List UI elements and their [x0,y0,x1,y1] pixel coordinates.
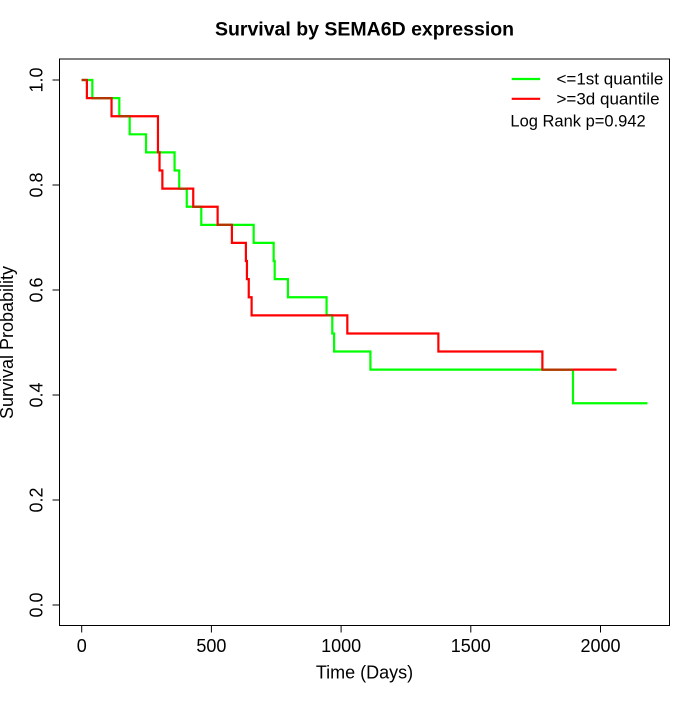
x-tick-label-0: 0 [77,636,87,656]
y-tick-label-1.0: 1.0 [27,67,47,92]
km-curve-first-quantile [81,78,648,405]
y-axis-label: Survival Probability [0,266,17,419]
logrank-annotation: Log Rank p=0.942 [510,113,645,131]
y-tick-label-0.2: 0.2 [27,487,47,512]
legend-label-first-quantile: <=1st quantile [557,70,664,89]
x-tick-label-1500: 1500 [451,636,491,656]
chart-title: Survival by SEMA6D expression [215,19,514,41]
y-tick-label-0.0: 0.0 [27,592,47,617]
x-tick-label-2000: 2000 [580,636,620,656]
legend-label-third-quantile: >=3d quantile [557,89,660,108]
y-tick-label-0.8: 0.8 [27,172,47,197]
plot-box [59,58,670,626]
survival-curves [81,78,648,405]
x-tick-label-1000: 1000 [321,636,361,656]
y-tick-label-0.6: 0.6 [27,277,47,302]
y-tick-label-0.4: 0.4 [27,382,47,407]
legend: <=1st quantile >=3d quantile Log Rank p=… [510,70,663,131]
x-tick-label-500: 500 [196,636,226,656]
km-curve-third-quantile [81,78,617,371]
x-axis-ticks: 0 500 1000 1500 2000 [77,625,621,656]
x-axis-label: Time (Days) [316,663,413,683]
y-axis-ticks: 0.0 0.2 0.4 0.6 0.8 1.0 [27,67,60,618]
